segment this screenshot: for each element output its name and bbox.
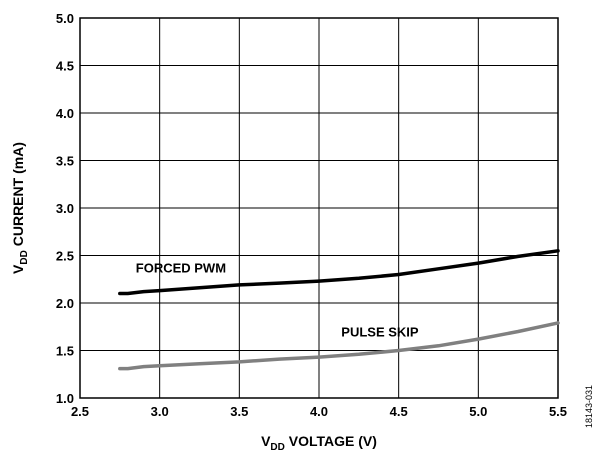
x-tick-label: 4.0: [310, 404, 328, 419]
series-annotation: FORCED PWM: [136, 261, 226, 276]
x-tick-label: 2.5: [71, 404, 89, 419]
plot-frame: [79, 17, 559, 399]
y-tick-label: 4.5: [56, 59, 74, 74]
y-axis-label: VDD CURRENT (mA): [10, 142, 30, 274]
y-tick-label: 2.0: [56, 296, 74, 311]
annotations: FORCED PWM PULSE SKIP: [136, 261, 419, 340]
series-lines: [118, 249, 560, 371]
x-tick-label: 5.0: [469, 404, 487, 419]
y-tick-label: 3.5: [56, 154, 74, 169]
series-line-pulse-skip: [118, 321, 560, 371]
x-tick-label: 5.5: [549, 404, 567, 419]
y-tick-label: 4.0: [56, 106, 74, 121]
y-tick-label: 1.5: [56, 344, 74, 359]
x-axis-label: VDD VOLTAGE (V): [261, 433, 377, 453]
grid: [80, 18, 558, 398]
x-tick-label: 3.0: [151, 404, 169, 419]
y-tick-label: 3.0: [56, 201, 74, 216]
figure-id: 18143-031: [584, 385, 594, 428]
x-tick-labels: 2.5 3.0 3.5 4.0 4.5 5.0 5.5: [71, 404, 567, 419]
series-line-forced-pwm: [118, 249, 560, 296]
series-annotation: PULSE SKIP: [341, 324, 419, 339]
y-tick-label: 5.0: [56, 11, 74, 26]
y-tick-label: 1.0: [56, 391, 74, 406]
y-tick-label: 2.5: [56, 249, 74, 264]
y-tick-labels: 1.0 1.5 2.0 2.5 3.0 3.5 4.0 4.5 5.0: [56, 11, 74, 406]
x-tick-label: 3.5: [230, 404, 248, 419]
x-tick-label: 4.5: [390, 404, 408, 419]
